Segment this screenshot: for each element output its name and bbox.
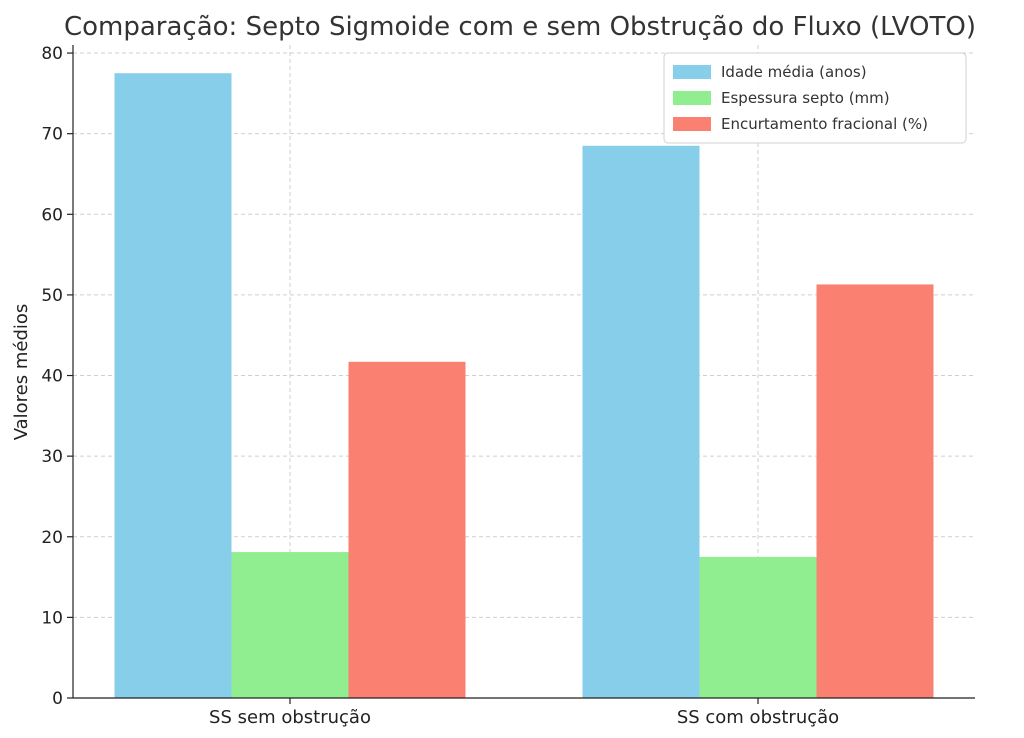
y-tick-label: 30 xyxy=(41,447,63,467)
legend: Idade média (anos) Espessura septo (mm) En… xyxy=(663,52,967,144)
legend-swatch xyxy=(673,65,711,79)
y-axis-label: Valores médios xyxy=(11,304,32,441)
y-tick-label: 10 xyxy=(41,608,63,628)
bar-2-2 xyxy=(699,556,817,698)
legend-label: Espessura septo (mm) xyxy=(721,89,890,107)
bars xyxy=(114,73,934,698)
y-tick-label: 80 xyxy=(41,44,63,64)
legend-swatch xyxy=(673,91,711,105)
x-tick-label: SS sem obstrução xyxy=(209,707,371,728)
y-tick-label: 20 xyxy=(41,528,63,548)
y-tick-label: 0 xyxy=(52,689,63,709)
y-tick-label: 50 xyxy=(41,286,63,306)
bar-1-2 xyxy=(582,145,700,698)
y-tick-label: 70 xyxy=(41,125,63,145)
y-tick-label: 40 xyxy=(41,367,63,387)
bar-3-2 xyxy=(816,284,934,698)
bar-3-1 xyxy=(348,361,466,698)
bar-1-1 xyxy=(114,73,232,698)
legend-swatch xyxy=(673,117,711,131)
legend-label: Idade média (anos) xyxy=(721,63,867,81)
chart-title: Comparação: Septo Sigmoide com e sem Obs… xyxy=(64,12,976,42)
legend-box xyxy=(663,52,967,144)
y-tick-label: 60 xyxy=(41,205,63,225)
axes: 0 10 20 30 40 50 60 70 80 SS sem obstrução SS com … xyxy=(41,44,975,728)
legend-label: Encurtamento fracional (%) xyxy=(721,115,928,133)
bar-2-1 xyxy=(231,552,349,698)
x-tick-label: SS com obstrução xyxy=(677,707,839,728)
